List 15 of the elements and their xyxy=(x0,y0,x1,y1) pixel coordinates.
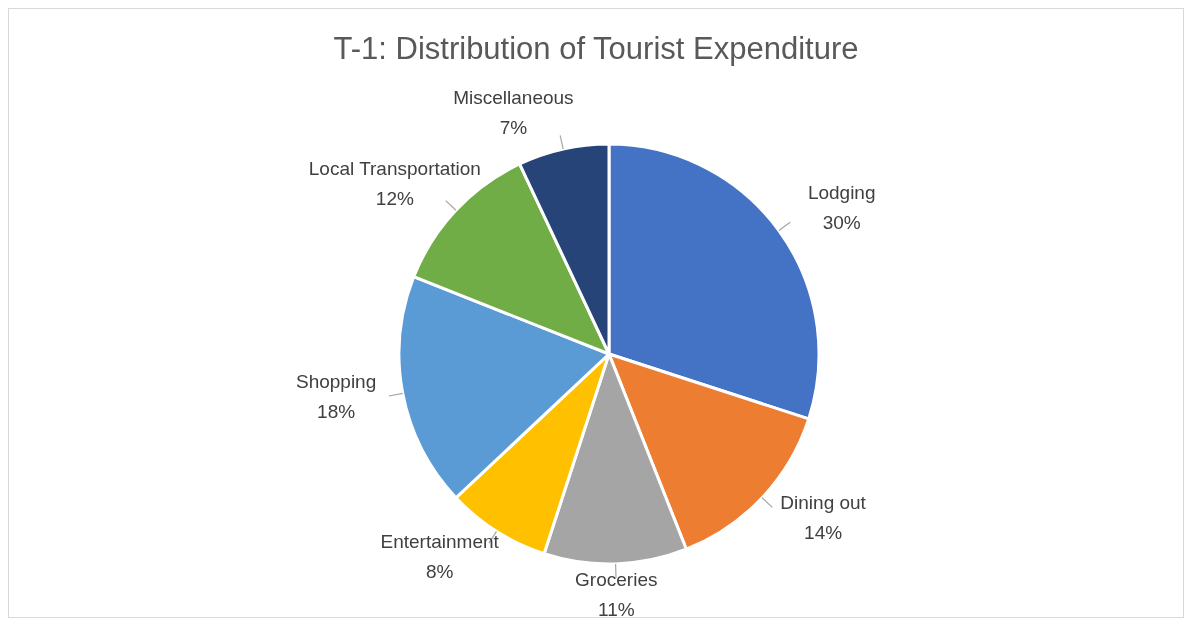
data-label: 18% xyxy=(317,400,356,422)
slice-label: Miscellaneous xyxy=(453,86,574,108)
data-label: 14% xyxy=(804,522,843,544)
slice-label: Shopping xyxy=(295,370,377,392)
slice-label: Local Transportation xyxy=(308,157,481,179)
slice-label: Entertainment xyxy=(380,531,500,553)
slice-label: Groceries xyxy=(575,568,658,590)
data-label: 8% xyxy=(425,561,454,583)
data-label: 11% xyxy=(597,598,635,620)
slice-label: Lodging xyxy=(807,181,876,203)
data-label: 30% xyxy=(822,211,861,233)
data-label: 12% xyxy=(375,187,414,209)
chart-title: T-1: Distribution of Tourist Expenditure xyxy=(333,31,859,66)
slice-label: Dining out xyxy=(780,492,867,514)
data-label: 7% xyxy=(499,116,528,138)
